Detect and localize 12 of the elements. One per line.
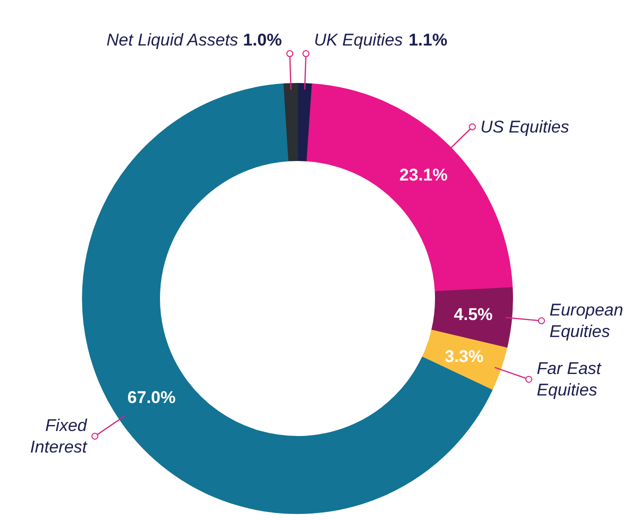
data-label: 1.1% xyxy=(408,30,448,50)
slice-label: Far East Equities xyxy=(536,358,602,400)
data-label: 3.3% xyxy=(444,347,484,366)
data-label: 4.5% xyxy=(454,305,493,324)
slice-label: Net Liquid Assets xyxy=(106,30,239,50)
data-label: 1.0% xyxy=(243,30,282,50)
data-label: 23.1% xyxy=(399,165,448,184)
slice-label: European Equities xyxy=(549,300,624,342)
data-label: 67.0% xyxy=(127,388,176,408)
slice-label: US Equities xyxy=(480,117,570,136)
slice-label: UK Equities xyxy=(314,30,404,50)
slice-label: Fixed Interest xyxy=(30,416,88,457)
